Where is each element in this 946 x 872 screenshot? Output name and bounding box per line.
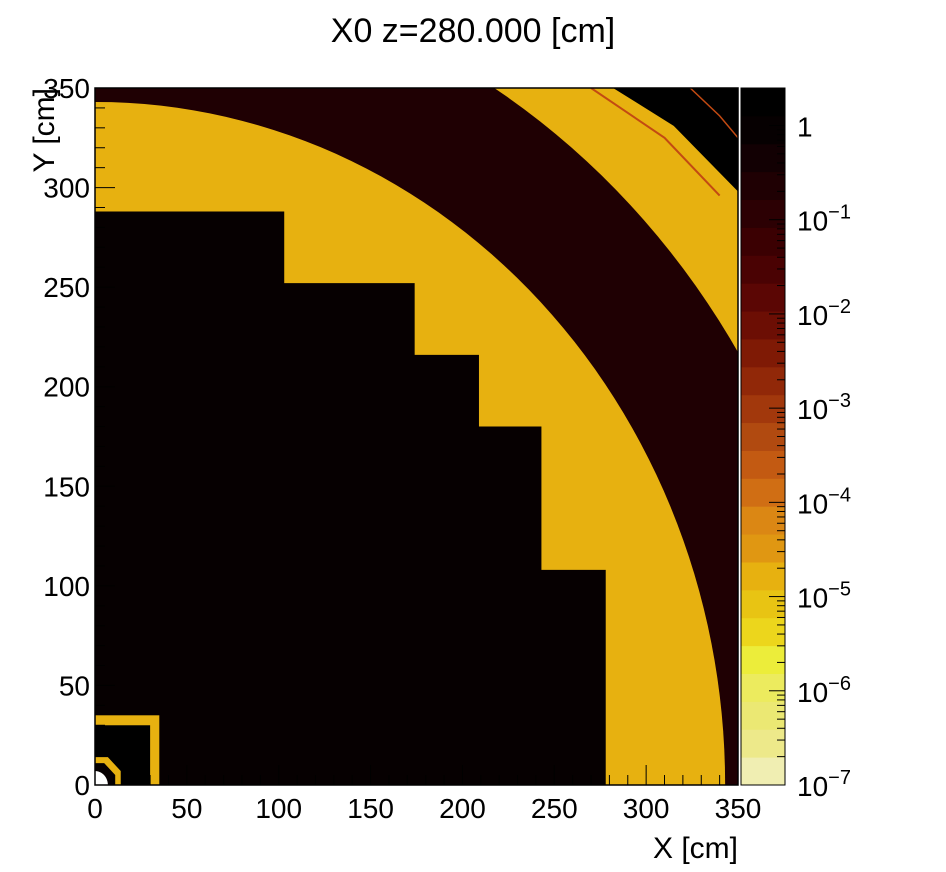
corner-edge-line-inner bbox=[601, 88, 728, 199]
z-tick-label: 10−5 bbox=[797, 579, 851, 614]
x-tick-label: 100 bbox=[255, 793, 302, 824]
color-scale-bin bbox=[741, 701, 785, 730]
chart-title: X0 z=280.000 [cm] bbox=[331, 12, 615, 50]
color-scale-bin bbox=[741, 617, 785, 647]
x-tick-label: 200 bbox=[439, 793, 486, 824]
stepped-core-region bbox=[95, 211, 606, 785]
color-scale-bin bbox=[741, 338, 785, 368]
z-tick-label: 1 bbox=[797, 111, 813, 142]
color-scale-bin bbox=[741, 171, 785, 201]
x-tick-label: 150 bbox=[347, 793, 394, 824]
x-tick-label: 250 bbox=[531, 793, 578, 824]
y-tick-label: 0 bbox=[74, 770, 90, 801]
color-scale-bin bbox=[741, 450, 785, 479]
y-tick-label: 300 bbox=[43, 173, 90, 204]
y-axis: 0 50 100 150 200 250 300 350 bbox=[43, 73, 115, 801]
corner-edge-band bbox=[613, 88, 738, 192]
color-scale-bin bbox=[741, 534, 785, 563]
color-scale-bin bbox=[741, 561, 785, 591]
plot-frame bbox=[94, 87, 739, 786]
color-scale-bin bbox=[741, 143, 785, 173]
z-tick-label: 10−4 bbox=[797, 484, 851, 519]
heatmap bbox=[95, 88, 738, 785]
color-scale-axis: 1 10−1 10−2 10−3 10−4 10−5 10−6 10−7 bbox=[769, 96, 851, 802]
y-tick-label: 50 bbox=[59, 670, 90, 701]
color-scale-bin bbox=[741, 506, 785, 535]
corner-edge-line-side bbox=[689, 88, 738, 139]
color-scale-bin bbox=[741, 673, 785, 702]
z-tick-label: 10−2 bbox=[797, 296, 851, 331]
color-scale-bin bbox=[741, 645, 785, 674]
color-scale-bin bbox=[741, 757, 785, 786]
corner-edge-line-outer bbox=[590, 88, 721, 197]
y-tick-label: 200 bbox=[43, 372, 90, 403]
x-tick-label: 0 bbox=[87, 793, 103, 824]
color-scale-bin bbox=[741, 366, 785, 396]
z-tick-label: 10−7 bbox=[797, 767, 851, 802]
y-tick-label: 100 bbox=[43, 571, 90, 602]
color-scale bbox=[740, 87, 786, 786]
y-tick-label: 250 bbox=[43, 272, 90, 303]
color-scale-bin bbox=[741, 88, 785, 117]
x-tick-label: 300 bbox=[623, 793, 670, 824]
x-axis-label: X [cm] bbox=[653, 832, 738, 865]
z-tick-label: 10−1 bbox=[797, 202, 851, 237]
color-scale-bin bbox=[741, 729, 785, 758]
beam-pipe-hole bbox=[95, 771, 108, 785]
z-tick-label: 10−6 bbox=[797, 673, 851, 708]
x-tick-label: 50 bbox=[171, 793, 202, 824]
color-scale-bin bbox=[741, 589, 785, 619]
color-scale-bin bbox=[741, 283, 785, 312]
y-tick-label: 150 bbox=[43, 471, 90, 502]
y-axis-label: Y [cm] bbox=[28, 88, 61, 172]
y-tick-label: 350 bbox=[43, 73, 90, 104]
color-scale-bin bbox=[741, 199, 785, 228]
color-scale-bin bbox=[741, 394, 785, 424]
x-axis: 0 50 100 150 200 250 300 350 bbox=[87, 765, 761, 824]
color-scale-bin bbox=[741, 227, 785, 256]
z-tick-label: 10−3 bbox=[797, 390, 851, 425]
x-tick-label: 350 bbox=[715, 793, 762, 824]
